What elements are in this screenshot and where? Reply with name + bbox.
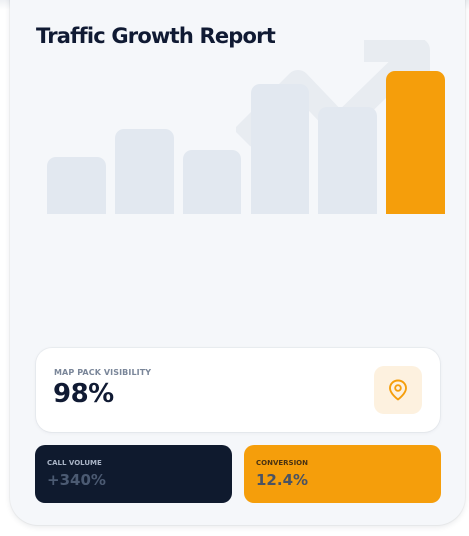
chart-bar (318, 107, 378, 214)
map-pack-value: 98% (53, 379, 114, 409)
conversion-value: 12.4% (256, 471, 309, 489)
chart-bar (182, 150, 242, 214)
call-volume-value: +340% (47, 471, 106, 489)
map-pin-badge (374, 366, 422, 414)
chart-bar (250, 84, 310, 214)
report-title: Traffic Growth Report (36, 24, 276, 48)
chart-bar (386, 71, 445, 214)
chart-bar (47, 157, 106, 214)
map-pack-label: MAP PACK VISIBILITY (54, 368, 152, 377)
conversion-label: CONVERSION (256, 459, 308, 467)
chart-bar (114, 129, 174, 214)
call-volume-label: CALL VOLUME (47, 459, 102, 467)
call-volume-card: CALL VOLUME +340% (35, 445, 232, 503)
traffic-bar-chart (36, 60, 445, 214)
map-pack-visibility-card: MAP PACK VISIBILITY 98% (36, 348, 440, 432)
map-pin-icon (389, 379, 407, 401)
conversion-card: CONVERSION 12.4% (244, 445, 441, 503)
